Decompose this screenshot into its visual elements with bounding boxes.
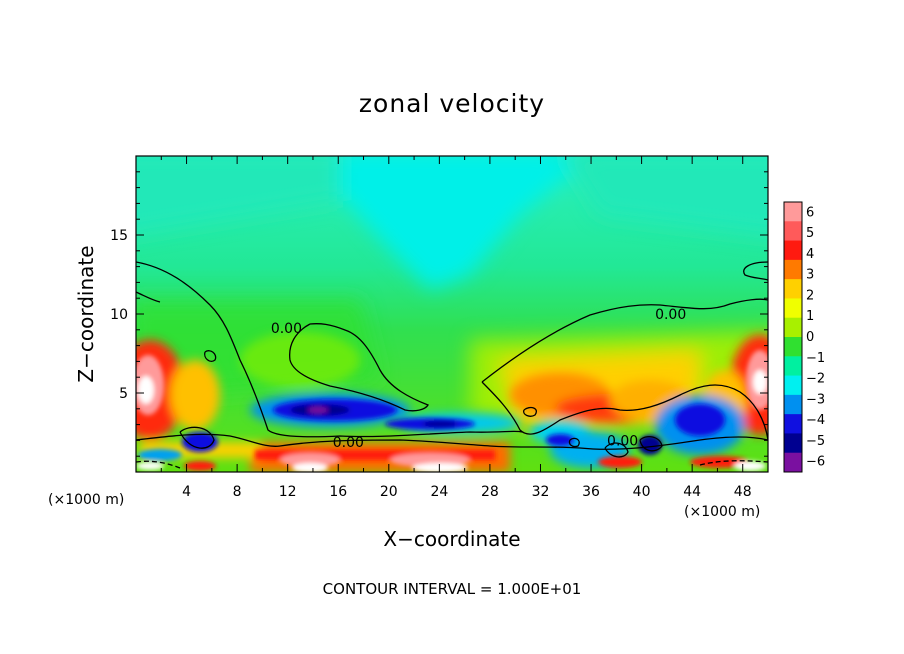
colorbar-swatch bbox=[784, 317, 802, 338]
fine-layer bbox=[136, 350, 768, 472]
colorbar-label: 5 bbox=[806, 226, 814, 241]
colorbar: 6 5 4 3 2 1 0 −1 −2 −3 −4 −5 −6 bbox=[783, 201, 825, 473]
colorbar-label: 1 bbox=[806, 309, 814, 324]
contour-pocket-1 bbox=[204, 350, 217, 362]
colorbar-swatch bbox=[784, 221, 802, 242]
colorbar-swatch bbox=[784, 259, 802, 280]
contour-dashed-bottom-left bbox=[136, 460, 181, 469]
contour-pocket-6 bbox=[639, 435, 663, 452]
colorbar-swatch bbox=[784, 298, 802, 319]
contour-label: 0.00 bbox=[607, 433, 638, 449]
contour-zero-bottom bbox=[136, 433, 768, 450]
contour-zero-upper-left bbox=[136, 291, 161, 303]
colorbar-swatch bbox=[784, 356, 802, 377]
contour-interval-note: CONTOUR INTERVAL = 1.000E+01 bbox=[323, 580, 582, 598]
contour-pocket-3 bbox=[568, 437, 580, 448]
contour-label: 0.00 bbox=[333, 435, 364, 451]
contour-pocket-4 bbox=[604, 442, 629, 458]
colorbar-frame bbox=[783, 201, 803, 473]
x-tick-label: 8 bbox=[233, 484, 242, 500]
x-axis-label: X−coordinate bbox=[383, 527, 520, 551]
colorbar-swatch bbox=[784, 375, 802, 396]
chart-title: zonal velocity bbox=[359, 89, 545, 118]
colorbar-swatch bbox=[784, 394, 802, 415]
y-tick-label: 10 bbox=[110, 307, 128, 323]
colorbar-swatch bbox=[784, 414, 802, 434]
x-tick-label: 16 bbox=[329, 484, 347, 500]
y-axis-label: Z−coordinate bbox=[74, 245, 98, 382]
contour-zero-right-top bbox=[743, 261, 768, 281]
x-unit-right: (×1000 m) bbox=[684, 504, 760, 520]
contour-zero-right bbox=[481, 298, 768, 383]
y-tick-label: 15 bbox=[110, 228, 128, 244]
x-tick-label: 20 bbox=[380, 484, 398, 500]
colorbar-swatch bbox=[784, 337, 802, 357]
contour-zero-right-lower bbox=[481, 381, 768, 441]
colorbar-label: −2 bbox=[806, 372, 825, 387]
x-tick-label: 28 bbox=[481, 484, 499, 500]
contour-pocket-2 bbox=[523, 406, 537, 417]
x-tick-label: 40 bbox=[633, 484, 651, 500]
x-tick-label: 36 bbox=[582, 484, 600, 500]
x-unit-left: (×1000 m) bbox=[48, 492, 124, 508]
x-tick-label: 32 bbox=[532, 484, 550, 500]
contour-pocket-5 bbox=[179, 426, 215, 449]
x-tick-label: 4 bbox=[182, 484, 191, 500]
colorbar-label: 0 bbox=[806, 330, 814, 345]
contour-labels: 0.00 0.00 0.00 0.00 bbox=[271, 307, 686, 451]
colorbar-swatch bbox=[784, 240, 802, 261]
plot-field: 0.00 0.00 0.00 0.00 bbox=[136, 156, 768, 472]
colorbar-swatch bbox=[784, 452, 802, 473]
x-tick-label: 48 bbox=[734, 484, 752, 500]
colorbar-label: 3 bbox=[806, 268, 814, 283]
contour-zero-middle bbox=[289, 323, 429, 412]
colorbar-label: 6 bbox=[806, 205, 814, 220]
colorbar-label: 4 bbox=[806, 247, 814, 262]
contour-lines bbox=[136, 261, 768, 469]
colorbar-swatch bbox=[784, 279, 802, 299]
colorbar-swatch bbox=[784, 202, 802, 222]
colorbar-label: −1 bbox=[806, 351, 825, 366]
x-tick-label: 24 bbox=[430, 484, 448, 500]
contour-label: 0.00 bbox=[655, 307, 686, 323]
colorbar-label: −6 bbox=[806, 455, 825, 470]
contour-label: 0.00 bbox=[271, 321, 302, 337]
colorbar-label: −3 bbox=[806, 392, 825, 407]
contour-zero-left bbox=[136, 261, 523, 438]
colorbar-label: 2 bbox=[806, 288, 814, 303]
colorbar-label: −4 bbox=[806, 413, 825, 428]
x-axis: 4 8 12 16 20 24 28 32 36 40 44 48 bbox=[160, 156, 752, 500]
colorbar-swatch bbox=[784, 433, 802, 454]
y-tick-label: 5 bbox=[119, 386, 128, 402]
x-tick-label: 44 bbox=[683, 484, 701, 500]
x-tick-label: 12 bbox=[279, 484, 297, 500]
y-axis: 5 10 15 bbox=[110, 171, 768, 457]
colorbar-label: −5 bbox=[806, 434, 825, 449]
